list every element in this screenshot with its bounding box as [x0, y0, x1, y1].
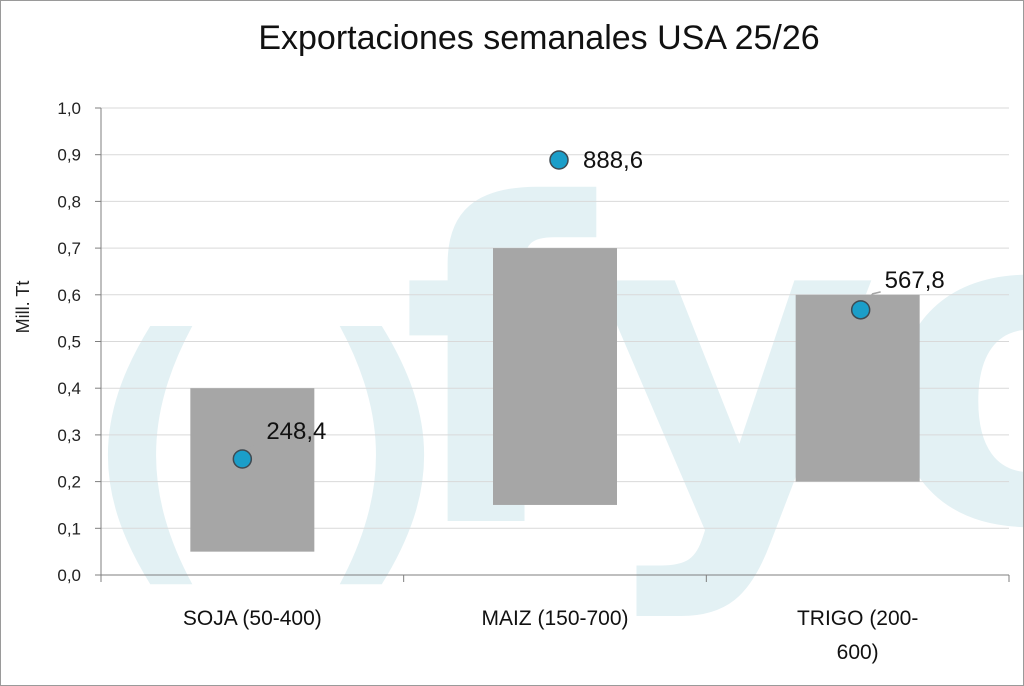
data-label: 888,6 [583, 147, 643, 174]
data-label: 567,8 [885, 267, 945, 294]
range-bar [493, 248, 617, 505]
value-points: 248,4 888,6 567,8 [232, 147, 945, 469]
y-tick-label: 0,0 [57, 566, 81, 585]
y-tick-label: 0,6 [57, 286, 81, 305]
category-label: TRIGO (200- [797, 607, 918, 630]
y-tick-label: 1,0 [57, 99, 81, 118]
y-tick-label: 0,5 [57, 333, 81, 352]
y-tick-label: 0,7 [57, 239, 81, 258]
range-bars [190, 248, 920, 552]
value-point [549, 150, 569, 170]
data-label-leader [247, 440, 263, 452]
axes [95, 107, 1010, 582]
data-label: 248,4 [266, 418, 326, 445]
value-point [850, 300, 871, 320]
y-tick-label: 0,2 [57, 473, 81, 492]
y-tick-label: 0,8 [57, 192, 81, 211]
category-labels: SOJA (50-400) MAIZ (150-700) TRIGO (200- 60… [183, 607, 918, 664]
y-tick-label: 0,3 [57, 426, 81, 445]
y-axis-label: Mill. Tt [13, 281, 33, 334]
value-point [232, 449, 253, 469]
category-label-line2: 600) [837, 641, 879, 664]
range-bar [190, 388, 315, 552]
y-tick-label: 0,4 [57, 379, 81, 398]
y-tick-labels: 0,0 0,1 0,2 0,3 0,4 0,5 0,6 0,7 0,8 0,9 1,0 [57, 99, 81, 585]
range-bar [795, 294, 920, 482]
y-tick-label: 0,1 [57, 519, 81, 538]
category-label: SOJA (50-400) [183, 607, 322, 630]
y-tick-label: 0,9 [57, 146, 81, 165]
category-label: MAIZ (150-700) [481, 607, 628, 630]
chart-title: Exportaciones semanales USA 25/26 [258, 19, 819, 57]
data-label-leader [866, 291, 881, 303]
